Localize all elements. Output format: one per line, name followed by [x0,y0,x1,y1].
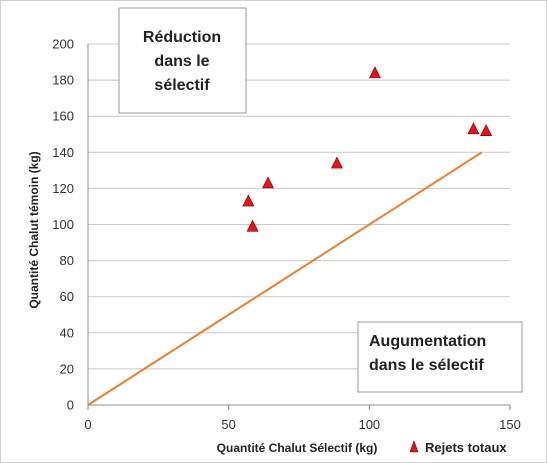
annotation-augmentation: Augumentation dans le sélectif [357,321,523,393]
y-tick-labels: 0 20 40 60 80 100 120 140 160 180 200 [52,37,74,413]
annotation-reduction-line-2: dans le [154,53,209,70]
data-points [242,66,493,232]
y-axis-title: Quantité Chalut témoin (kg) [27,151,41,308]
annotation-reduction-box [118,7,247,114]
y-tick-label-40: 40 [60,325,74,340]
legend: Rejets totaux [409,440,507,455]
y-tick-label-100: 100 [52,217,74,232]
y-tick-label-180: 180 [52,73,74,88]
x-tick-label-50: 50 [221,417,235,432]
annotation-augmentation-line-2: dans le sélectif [369,357,484,374]
annotation-reduction-line-1: Réduction [143,29,221,46]
y-tick-label-80: 80 [60,253,74,268]
y-tick-label-0: 0 [67,398,74,413]
x-tick-labels: 0 50 100 150 [84,417,520,432]
annotation-augmentation-line-1: Augumentation [369,333,486,350]
reference-line-group [87,151,483,406]
data-point-triangle-2 [262,176,275,189]
legend-marker-triangle-icon [409,440,419,453]
x-tick-label-0: 0 [84,417,91,432]
x-tick-label-100: 100 [358,417,380,432]
y-tick-label-120: 120 [52,181,74,196]
data-point-triangle-6 [480,123,493,136]
annotation-reduction-line-3: sélectif [154,77,210,94]
legend-label: Rejets totaux [425,440,507,455]
y-tick-label-200: 200 [52,37,74,52]
y-tick-label-60: 60 [60,289,74,304]
axes [87,44,511,410]
y-tick-label-20: 20 [60,361,74,376]
reference-line [87,151,483,406]
y-tick-label-140: 140 [52,145,74,160]
data-point-triangle-0 [242,194,255,207]
data-point-triangle-3 [330,156,343,169]
data-point-triangle-4 [368,66,381,79]
x-axis-title: Quantité Chalut Sélectif (kg) [217,441,378,455]
x-tick-label-150: 150 [499,417,521,432]
y-tick-label-160: 160 [52,109,74,124]
annotation-augmentation-box [357,321,523,393]
data-point-triangle-1 [246,219,259,232]
data-point-triangle-5 [467,122,480,135]
annotation-reduction: Réduction dans le sélectif [118,7,247,114]
